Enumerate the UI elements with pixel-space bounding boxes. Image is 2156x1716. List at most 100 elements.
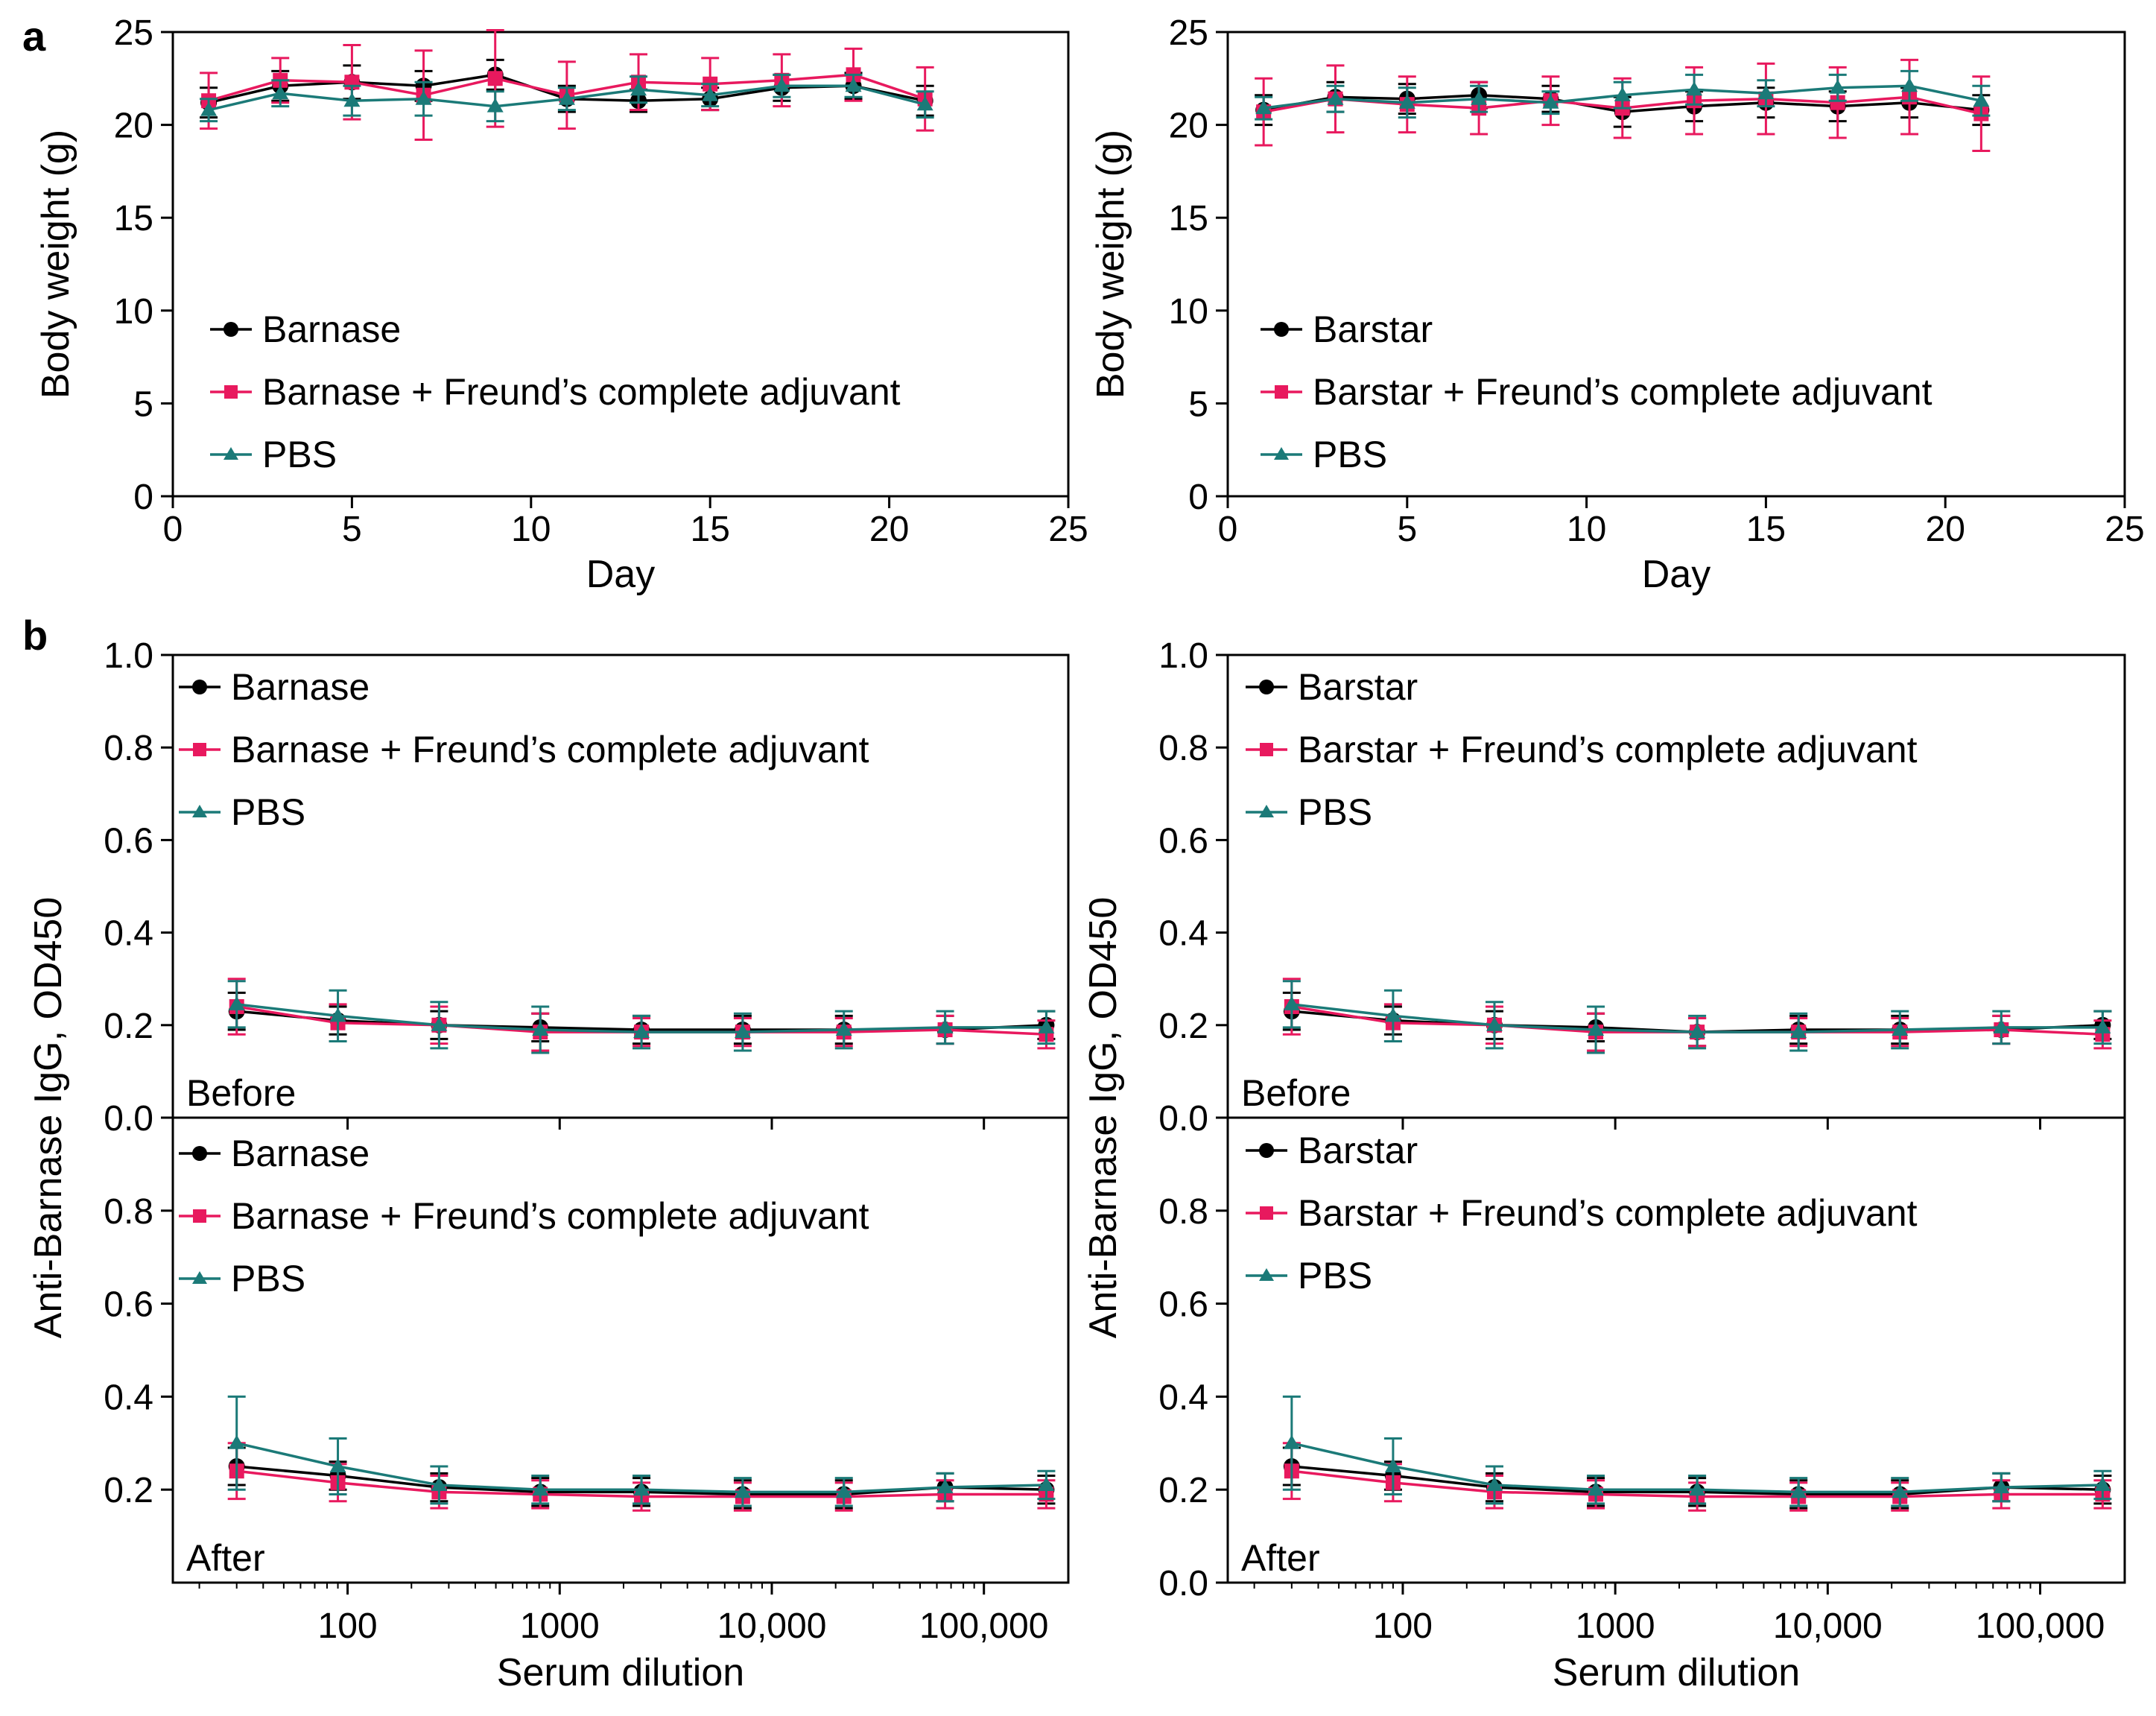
legend-label: Barnase + Freund’s complete adjuvant xyxy=(231,1195,869,1237)
y-tick-label: 0.4 xyxy=(104,1378,153,1417)
plot-frame xyxy=(171,1116,1070,1584)
axes-layer: 0 5 10 15 20 25 0 5 10 15 20 25 Day Body weight (g) Ba… xyxy=(27,13,2145,1694)
legend-marker-triangle xyxy=(223,447,238,460)
y-tick-label: 5 xyxy=(133,384,153,424)
data-point-triangle xyxy=(1993,1479,2010,1494)
legend-marker-circle xyxy=(1259,1143,1274,1158)
x-tick-label: 15 xyxy=(691,510,730,549)
chart-marks-b-right-after xyxy=(1282,1395,2112,1512)
data-point-triangle xyxy=(1689,1024,1706,1039)
x-tick-label: 10 xyxy=(1567,510,1606,549)
y-tick-label: 0.8 xyxy=(104,1192,153,1232)
data-point-triangle xyxy=(916,96,933,111)
y-tick-label: 15 xyxy=(1169,199,1208,238)
y-tick-label: 0.0 xyxy=(104,1099,153,1139)
panel-b-y-axis-label-left: Anti-Barnase IgG, OD450 xyxy=(27,897,70,1339)
data-point-triangle xyxy=(1486,1476,1503,1491)
x-tick-label: 10,000 xyxy=(717,1606,827,1646)
legend-marker-circle xyxy=(1274,322,1289,337)
data-point-triangle xyxy=(1283,1434,1300,1449)
legend: Barstar Barstar + Freund’s complete adjuv… xyxy=(1246,666,1918,833)
y-tick-label: 20 xyxy=(114,107,153,146)
data-point-triangle xyxy=(228,995,245,1010)
legend: Barstar Barstar + Freund’s complete adjuv… xyxy=(1246,1130,1918,1297)
y-tick-label: 20 xyxy=(1169,107,1208,146)
x-tick-label: 15 xyxy=(1746,510,1786,549)
legend-marker-square xyxy=(1260,743,1273,756)
data-point-triangle xyxy=(415,90,432,105)
data-point-triangle xyxy=(936,1019,954,1033)
y-tick-label: 0.6 xyxy=(1158,1285,1208,1325)
data-point-triangle xyxy=(329,1007,346,1022)
data-point-triangle xyxy=(1588,1481,1605,1496)
data-point-triangle xyxy=(1790,1484,1807,1498)
legend: Barnase Barnase + Freund’s complete adjuv… xyxy=(210,308,901,475)
panel-b-letter: b xyxy=(22,612,48,659)
data-point-triangle xyxy=(431,1016,448,1031)
data-point-triangle xyxy=(702,86,719,101)
data-point-triangle xyxy=(1384,1007,1401,1022)
chart-b-left-before: 0.0 0.2 0.4 0.6 0.8 1.0 Before Barnase Barnase +… xyxy=(104,636,1070,1139)
legend-marker-circle xyxy=(1259,680,1274,694)
marks-layer xyxy=(200,29,2112,1512)
y-tick-label: 0.6 xyxy=(104,821,153,861)
data-point-square xyxy=(487,71,503,86)
data-point-triangle xyxy=(633,1481,650,1496)
legend: Barnase Barnase + Freund’s complete adjuv… xyxy=(179,1133,869,1299)
legend-marker-circle xyxy=(192,680,207,694)
chart-a-left: 0 5 10 15 20 25 0 5 10 15 20 25 Day Body weight (g) Ba… xyxy=(34,13,1088,596)
x-tick-label: 100 xyxy=(318,1606,378,1646)
data-point-triangle xyxy=(835,1022,852,1036)
y-tick-label: 0.2 xyxy=(1158,1007,1208,1046)
data-point-triangle xyxy=(558,90,575,105)
data-point-triangle xyxy=(1892,1022,1909,1036)
panel-annotation: After xyxy=(1241,1537,1320,1579)
data-point-triangle xyxy=(1689,1481,1706,1496)
legend-marker-square xyxy=(193,1209,206,1223)
legend-label: Barnase xyxy=(231,666,370,708)
legend: Barnase Barnase + Freund’s complete adjuv… xyxy=(179,666,869,833)
legend-marker-square xyxy=(193,743,206,756)
legend-label: Barstar + Freund’s complete adjuvant xyxy=(1298,1192,1918,1234)
chart-b-right-after: 0.0 0.2 0.4 0.6 0.8 100 1000 10,000 100,000 Serum… xyxy=(1158,1116,2126,1694)
data-point-triangle xyxy=(329,1458,346,1472)
y-tick-label: 0.0 xyxy=(1158,1564,1208,1603)
panel-b-y-axis-label-right: Anti-Barnase IgG, OD450 xyxy=(1082,897,1125,1339)
y-tick-label: 0.4 xyxy=(1158,914,1208,954)
legend-marker-square xyxy=(1260,1206,1273,1220)
data-point-triangle xyxy=(228,1434,245,1449)
y-tick-label: 0.6 xyxy=(1158,821,1208,861)
data-point-triangle xyxy=(1790,1024,1807,1039)
x-tick-label: 1000 xyxy=(520,1606,600,1646)
y-tick-label: 0.6 xyxy=(104,1285,153,1325)
data-point-triangle xyxy=(343,92,361,107)
x-axis-label: Serum dilution xyxy=(497,1651,744,1694)
y-tick-label: 0.8 xyxy=(104,729,153,768)
data-point-triangle xyxy=(532,1022,549,1036)
data-point-triangle xyxy=(1486,1016,1503,1031)
x-tick-label: 25 xyxy=(2105,510,2144,549)
x-tick-label: 10,000 xyxy=(1773,1606,1883,1646)
legend-label: Barstar xyxy=(1298,1130,1418,1171)
legend-label: PBS xyxy=(1313,434,1387,475)
chart-marks-a-left xyxy=(200,29,934,142)
data-point-triangle xyxy=(1588,1022,1605,1036)
x-tick-label: 0 xyxy=(163,510,183,549)
data-point-triangle xyxy=(1973,92,1990,107)
data-point-triangle xyxy=(633,1024,650,1039)
x-tick-label: 0 xyxy=(1218,510,1238,549)
y-tick-label: 15 xyxy=(114,199,153,238)
legend-label: Barstar xyxy=(1313,308,1433,350)
data-point-triangle xyxy=(1614,86,1631,101)
legend-label: Barnase + Freund’s complete adjuvant xyxy=(231,729,869,770)
y-tick-label: 10 xyxy=(1169,292,1208,332)
y-tick-label: 0.2 xyxy=(104,1007,153,1046)
legend-marker-triangle xyxy=(1259,805,1274,817)
y-tick-label: 0.4 xyxy=(104,914,153,954)
y-tick-label: 1.0 xyxy=(104,636,153,676)
y-axis-label: Body weight (g) xyxy=(34,130,77,399)
legend-label: Barstar + Freund’s complete adjuvant xyxy=(1298,729,1918,770)
x-axis-label: Day xyxy=(586,553,655,596)
legend-marker-triangle xyxy=(1274,447,1289,460)
data-point-triangle xyxy=(1829,79,1846,94)
